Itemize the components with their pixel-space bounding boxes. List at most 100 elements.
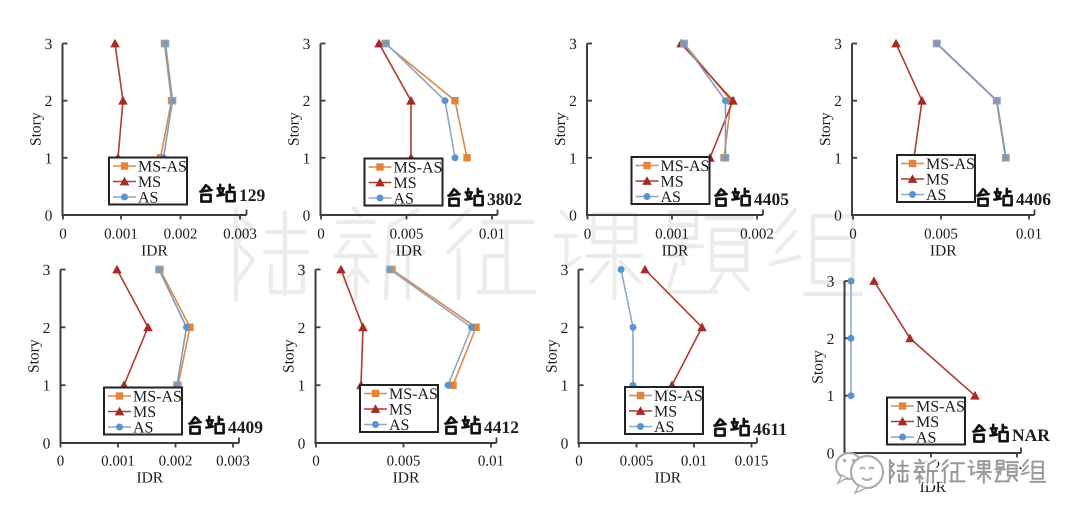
svg-text:IDR: IDR (136, 470, 163, 487)
svg-text:0: 0 (561, 436, 569, 453)
svg-text:0: 0 (849, 227, 857, 243)
svg-text:0.005: 0.005 (387, 454, 421, 470)
svg-text:Story: Story (26, 339, 43, 373)
svg-text:1: 1 (561, 378, 569, 395)
svg-text:MS: MS (654, 404, 677, 421)
svg-text:MS-AS: MS-AS (916, 399, 965, 416)
svg-text:0: 0 (298, 436, 306, 453)
svg-text:0: 0 (312, 454, 320, 470)
svg-text:4405: 4405 (754, 189, 789, 209)
svg-text:Story: Story (286, 112, 303, 146)
svg-text:MS-AS: MS-AS (133, 389, 182, 406)
svg-text:3: 3 (561, 262, 569, 279)
svg-text:0.003: 0.003 (216, 454, 250, 470)
svg-text:0: 0 (575, 454, 583, 470)
svg-text:0.002: 0.002 (159, 454, 193, 470)
svg-text:3: 3 (827, 274, 835, 291)
svg-text:AS: AS (138, 190, 158, 207)
svg-text:2: 2 (303, 93, 311, 110)
svg-text:2: 2 (569, 93, 577, 110)
svg-text:2: 2 (298, 320, 306, 337)
svg-text:IDR: IDR (654, 470, 681, 487)
svg-text:0.002: 0.002 (740, 227, 774, 243)
svg-text:1: 1 (43, 378, 51, 395)
svg-text:AS: AS (916, 430, 936, 447)
svg-text:AS: AS (133, 420, 153, 437)
svg-text:AS: AS (394, 191, 414, 208)
svg-text:MS: MS (394, 175, 417, 192)
svg-text:0: 0 (317, 227, 325, 243)
svg-text:1: 1 (569, 150, 577, 167)
svg-text:1: 1 (45, 150, 53, 167)
svg-text:3: 3 (45, 36, 53, 53)
svg-text:MS: MS (389, 402, 412, 419)
svg-text:IDR: IDR (141, 243, 168, 260)
svg-text:MS: MS (926, 172, 949, 189)
svg-text:NAR: NAR (1012, 425, 1050, 445)
svg-text:0: 0 (569, 208, 577, 225)
svg-text:3: 3 (303, 36, 311, 53)
svg-text:3: 3 (569, 36, 577, 53)
svg-text:0: 0 (43, 436, 51, 453)
svg-text:MS: MS (661, 174, 684, 191)
svg-text:AS: AS (389, 417, 409, 434)
svg-text:0: 0 (303, 208, 311, 225)
svg-text:0.01: 0.01 (1016, 227, 1042, 243)
svg-text:MS: MS (138, 174, 161, 191)
svg-text:AS: AS (926, 187, 946, 204)
svg-text:4412: 4412 (484, 417, 519, 437)
svg-text:0: 0 (45, 208, 53, 225)
svg-text:1: 1 (303, 150, 311, 167)
svg-text:0.002: 0.002 (164, 227, 198, 243)
svg-text:Story: Story (552, 112, 569, 146)
svg-text:0.005: 0.005 (620, 454, 654, 470)
svg-text:0.005: 0.005 (390, 227, 424, 243)
svg-text:4611: 4611 (753, 419, 787, 439)
svg-text:MS-AS: MS-AS (389, 386, 438, 403)
svg-text:0.01: 0.01 (479, 227, 505, 243)
svg-text:1: 1 (298, 378, 306, 395)
svg-text:129: 129 (239, 185, 266, 205)
svg-text:4406: 4406 (1016, 189, 1051, 209)
svg-text:2: 2 (45, 93, 53, 110)
svg-text:Story: Story (817, 112, 834, 146)
svg-text:2: 2 (827, 331, 835, 348)
svg-text:0.015: 0.015 (735, 454, 769, 470)
svg-text:Story: Story (810, 350, 827, 384)
svg-text:0: 0 (59, 227, 67, 243)
svg-text:0.005: 0.005 (924, 227, 958, 243)
svg-text:0: 0 (827, 446, 835, 463)
svg-text:MS: MS (133, 404, 156, 421)
svg-text:0.001: 0.001 (104, 227, 138, 243)
svg-text:IDR: IDR (930, 243, 957, 260)
svg-text:Story: Story (28, 112, 45, 146)
svg-text:AS: AS (661, 189, 681, 206)
svg-text:IDR: IDR (662, 243, 689, 260)
svg-text:0.003: 0.003 (223, 227, 257, 243)
svg-text:3: 3 (298, 262, 306, 279)
svg-text:MS-AS: MS-AS (926, 156, 975, 173)
svg-text:3: 3 (43, 262, 51, 279)
svg-text:MS-AS: MS-AS (661, 158, 710, 175)
svg-text:1: 1 (834, 150, 842, 167)
svg-text:3802: 3802 (487, 189, 522, 209)
svg-text:MS-AS: MS-AS (138, 159, 187, 176)
svg-text:4409: 4409 (228, 417, 263, 437)
svg-text:MS: MS (916, 414, 939, 431)
svg-text:2: 2 (834, 93, 842, 110)
svg-text:IDR: IDR (393, 470, 420, 487)
svg-text:0: 0 (57, 454, 65, 470)
svg-text:1: 1 (827, 388, 835, 405)
svg-text:0.01: 0.01 (478, 454, 504, 470)
svg-text:MS-AS: MS-AS (654, 388, 703, 405)
svg-text:IDR: IDR (396, 243, 423, 260)
svg-text:Story: Story (544, 339, 561, 373)
svg-text:2: 2 (43, 320, 51, 337)
svg-text:0: 0 (834, 208, 842, 225)
svg-text:MS-AS: MS-AS (394, 160, 443, 177)
svg-text:0.001: 0.001 (655, 227, 689, 243)
svg-text:0.01: 0.01 (681, 454, 707, 470)
svg-text:AS: AS (654, 419, 674, 436)
svg-text:0.001: 0.001 (101, 454, 135, 470)
svg-text:0: 0 (584, 227, 592, 243)
